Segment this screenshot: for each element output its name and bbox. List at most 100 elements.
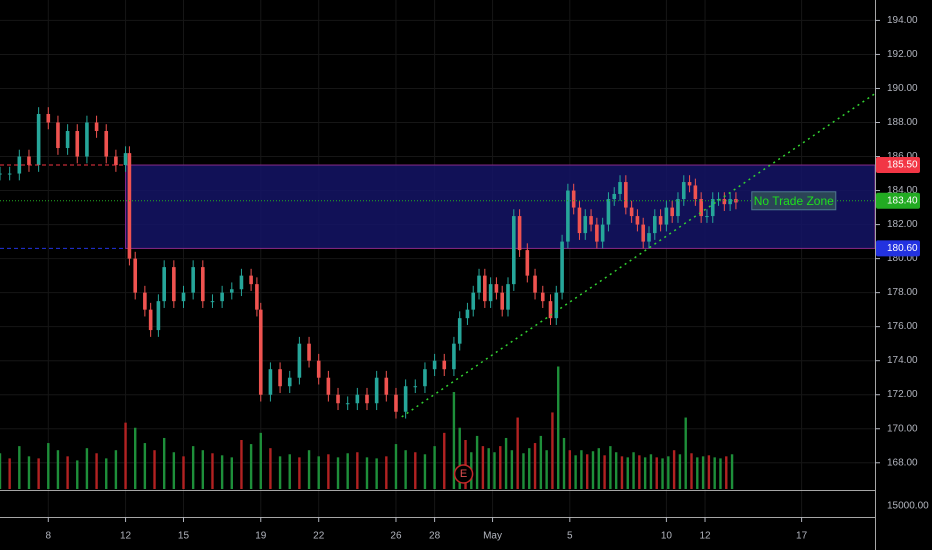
candle-body[interactable] — [307, 343, 311, 361]
candle-body[interactable] — [85, 122, 89, 157]
candle-body[interactable] — [156, 301, 161, 331]
candle-body[interactable] — [148, 309, 153, 331]
candle-body[interactable] — [316, 360, 321, 378]
candle-body[interactable] — [629, 207, 634, 217]
candle-body[interactable] — [664, 207, 669, 225]
candle-body[interactable] — [525, 250, 530, 276]
candle-body[interactable] — [722, 199, 727, 205]
candle-body[interactable] — [258, 309, 263, 395]
candle-body[interactable] — [255, 284, 259, 310]
candle-body[interactable] — [133, 258, 138, 293]
candle-body[interactable] — [452, 343, 456, 370]
candle-body[interactable] — [618, 182, 622, 194]
candle-body[interactable] — [56, 122, 60, 149]
candle-body[interactable] — [326, 377, 331, 395]
candle-body[interactable] — [104, 131, 109, 157]
candle-body[interactable] — [728, 199, 732, 205]
candle-body[interactable] — [210, 301, 215, 303]
candle-body[interactable] — [548, 301, 553, 319]
candle-body[interactable] — [403, 386, 408, 412]
candle-body[interactable] — [624, 182, 628, 208]
candle-body[interactable] — [394, 394, 398, 412]
candle-body[interactable] — [36, 113, 41, 166]
candle-body[interactable] — [220, 292, 224, 302]
candle-body[interactable] — [612, 193, 617, 200]
candle-body[interactable] — [471, 292, 476, 310]
price-axis[interactable]: 194.00 192.00 190.00 188.00 186.00 184.00 182.… — [875, 15, 918, 468]
candle-body[interactable] — [355, 394, 360, 404]
candle-body[interactable] — [423, 369, 427, 387]
candle-body[interactable] — [268, 369, 273, 395]
candle-body[interactable] — [17, 156, 22, 174]
candle-body[interactable] — [533, 275, 537, 293]
candle-body[interactable] — [413, 386, 418, 388]
candle-body[interactable] — [699, 199, 703, 217]
candle-body[interactable] — [94, 122, 99, 132]
candle-body[interactable] — [595, 224, 599, 242]
candle-body[interactable] — [494, 284, 499, 293]
candle-body[interactable] — [143, 292, 147, 310]
candle-body[interactable] — [670, 207, 674, 217]
candle-body[interactable] — [123, 153, 128, 166]
candle-body[interactable] — [27, 156, 31, 166]
candle-body[interactable] — [511, 216, 516, 285]
price-candles[interactable] — [0, 107, 738, 419]
zone-annotation[interactable]: No Trade Zone — [751, 191, 837, 211]
candle-body[interactable] — [606, 199, 611, 225]
candle-body[interactable] — [554, 292, 559, 319]
candle-body[interactable] — [488, 284, 493, 302]
candle-body[interactable] — [336, 394, 340, 404]
candle-body[interactable] — [483, 275, 487, 302]
candle-body[interactable] — [287, 377, 292, 387]
candle-body[interactable] — [566, 190, 570, 242]
candle-body[interactable] — [560, 241, 564, 293]
candle-body[interactable] — [249, 275, 253, 285]
candle-body[interactable] — [181, 292, 186, 302]
candle-body[interactable] — [676, 199, 680, 217]
candle-body[interactable] — [577, 207, 582, 234]
candle-body[interactable] — [191, 267, 195, 293]
candle-body[interactable] — [635, 216, 640, 225]
candle-body[interactable] — [384, 377, 389, 395]
candle-body[interactable] — [540, 292, 545, 302]
candle-body[interactable] — [506, 284, 510, 310]
candle-body[interactable] — [600, 224, 605, 242]
candle-body[interactable] — [687, 182, 692, 186]
candle-body[interactable] — [7, 173, 12, 175]
time-axis[interactable]: 8 12 15 19 22 26 28 May 5 10 12 17 — [46, 517, 808, 542]
candle-body[interactable] — [681, 182, 686, 200]
candle-body[interactable] — [641, 224, 646, 242]
candle-body[interactable] — [693, 185, 698, 200]
candle-body[interactable] — [201, 267, 205, 302]
candle-body[interactable] — [500, 292, 505, 310]
candle-body[interactable] — [465, 309, 470, 319]
candle-body[interactable] — [46, 113, 51, 123]
candle-body[interactable] — [75, 131, 80, 157]
zone-annotation-box[interactable] — [751, 191, 837, 211]
candle-body[interactable] — [114, 156, 118, 166]
candle-body[interactable] — [278, 369, 282, 387]
candle-body[interactable] — [517, 216, 522, 251]
candle-body[interactable] — [162, 267, 166, 302]
candle-body[interactable] — [374, 377, 379, 404]
candle-body[interactable] — [705, 216, 709, 218]
candle-body[interactable] — [647, 233, 651, 242]
candle-body[interactable] — [127, 153, 132, 259]
candle-body[interactable] — [589, 216, 593, 225]
candle-body[interactable] — [345, 403, 350, 405]
candle-body[interactable] — [457, 318, 462, 344]
earnings-marker-circle[interactable] — [453, 464, 474, 484]
candle-body[interactable] — [658, 216, 663, 225]
candle-body[interactable] — [583, 216, 588, 234]
earnings-marker[interactable]: E — [453, 464, 474, 484]
candle-body[interactable] — [442, 360, 447, 370]
candle-body[interactable] — [653, 216, 657, 234]
candle-body[interactable] — [477, 275, 481, 293]
candle-body[interactable] — [432, 360, 437, 370]
candle-body[interactable] — [297, 343, 302, 378]
candle-body[interactable] — [710, 199, 715, 217]
candle-body[interactable] — [0, 173, 2, 175]
candle-body[interactable] — [229, 289, 234, 293]
candle-body[interactable] — [365, 394, 369, 404]
